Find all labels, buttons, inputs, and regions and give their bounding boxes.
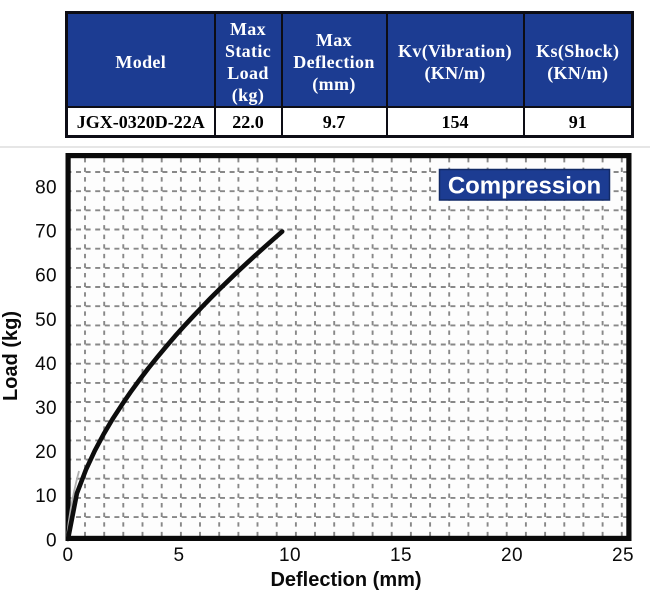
svg-text:10: 10 — [279, 545, 301, 566]
svg-text:10: 10 — [35, 486, 57, 507]
svg-text:40: 40 — [35, 354, 57, 375]
svg-text:Compression: Compression — [448, 173, 601, 200]
svg-text:60: 60 — [35, 266, 57, 287]
svg-text:Deflection (mm): Deflection (mm) — [270, 569, 421, 591]
svg-text:80: 80 — [35, 178, 57, 199]
svg-text:15: 15 — [390, 545, 412, 566]
svg-text:Load (kg): Load (kg) — [0, 311, 22, 401]
svg-text:5: 5 — [174, 545, 185, 566]
svg-text:20: 20 — [501, 545, 523, 566]
svg-text:50: 50 — [35, 310, 57, 331]
svg-text:0: 0 — [63, 545, 74, 566]
svg-text:0: 0 — [46, 530, 57, 551]
svg-text:70: 70 — [35, 222, 57, 243]
svg-text:30: 30 — [35, 398, 57, 419]
svg-text:20: 20 — [35, 442, 57, 463]
svg-text:25: 25 — [612, 545, 634, 566]
